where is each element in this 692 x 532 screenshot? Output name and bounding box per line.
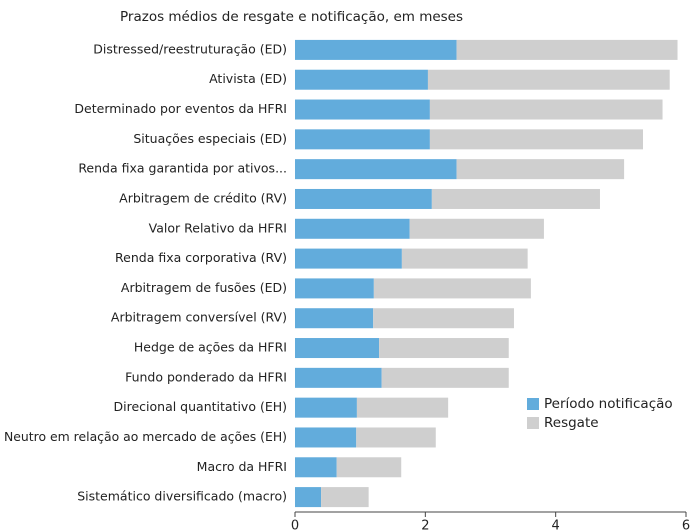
y-tick-label: Direcional quantitativo (EH) — [114, 399, 288, 414]
chart-title: Prazos médios de resgate e notificação, … — [120, 9, 463, 25]
legend-swatch — [527, 398, 539, 410]
x-tick-label: 6 — [682, 519, 690, 532]
bar-segment — [295, 367, 382, 388]
bar-segment — [295, 308, 374, 329]
bar-segment — [409, 218, 544, 239]
bar-segment — [295, 99, 430, 120]
bar-segment — [356, 397, 449, 418]
legend-label: Período notificação — [544, 396, 673, 412]
legend-label: Resgate — [544, 415, 599, 431]
bar-segment — [336, 457, 402, 478]
y-tick-label: Determinado por eventos da HFRI — [74, 101, 287, 116]
bar-segment — [295, 338, 380, 359]
bar-segment — [456, 39, 678, 60]
y-tick-label: Fundo ponderado da HFRI — [125, 369, 287, 384]
y-tick-label: Situações especiais (ED) — [133, 131, 287, 146]
bar-segment — [356, 427, 436, 448]
y-tick-label: Valor Relativo da HFRI — [149, 220, 287, 235]
bar-segment — [295, 248, 402, 269]
bar-segment — [373, 308, 514, 329]
bar-segment — [295, 278, 374, 299]
x-tick-label: 4 — [552, 519, 560, 532]
bar-segment — [295, 397, 357, 418]
bar-segment — [295, 427, 357, 448]
y-tick-label: Neutro em relação ao mercado de ações (E… — [4, 429, 287, 444]
bar-segment — [429, 99, 663, 120]
bar-segment — [295, 129, 430, 150]
y-tick-label: Macro da HFRI — [197, 459, 287, 474]
bar-segment — [431, 188, 600, 209]
y-tick-label: Renda fixa corporativa (RV) — [115, 250, 287, 265]
bar-segment — [295, 39, 457, 60]
bar-segment — [379, 338, 509, 359]
x-tick-label: 2 — [421, 519, 429, 532]
y-tick-label: Sistemático diversificado (macro) — [77, 489, 287, 504]
bar-segment — [295, 487, 322, 508]
x-tick-label: 0 — [291, 519, 299, 532]
bar-segment — [295, 69, 428, 90]
bar-segment — [401, 248, 528, 269]
y-tick-label: Renda fixa garantida por ativos... — [78, 161, 287, 176]
bar-segment — [427, 69, 670, 90]
bar-segment — [295, 457, 337, 478]
legend-swatch — [527, 417, 539, 429]
bar-segment — [429, 129, 643, 150]
y-tick-label: Ativista (ED) — [209, 71, 287, 86]
bar-segment — [456, 159, 625, 180]
bar-segment — [295, 159, 457, 180]
y-tick-label: Hedge de ações da HFRI — [134, 340, 287, 355]
bar-segment — [381, 367, 509, 388]
bar-segment — [295, 218, 410, 239]
y-tick-label: Distressed/reestruturação (ED) — [93, 41, 287, 56]
y-tick-label: Arbitragem de fusões (ED) — [121, 280, 287, 295]
bar-segment — [373, 278, 531, 299]
y-tick-label: Arbitragem de crédito (RV) — [119, 190, 287, 205]
bar-segment — [295, 188, 432, 209]
y-tick-label: Arbitragem conversível (RV) — [111, 310, 287, 325]
bar-segment — [321, 487, 369, 508]
